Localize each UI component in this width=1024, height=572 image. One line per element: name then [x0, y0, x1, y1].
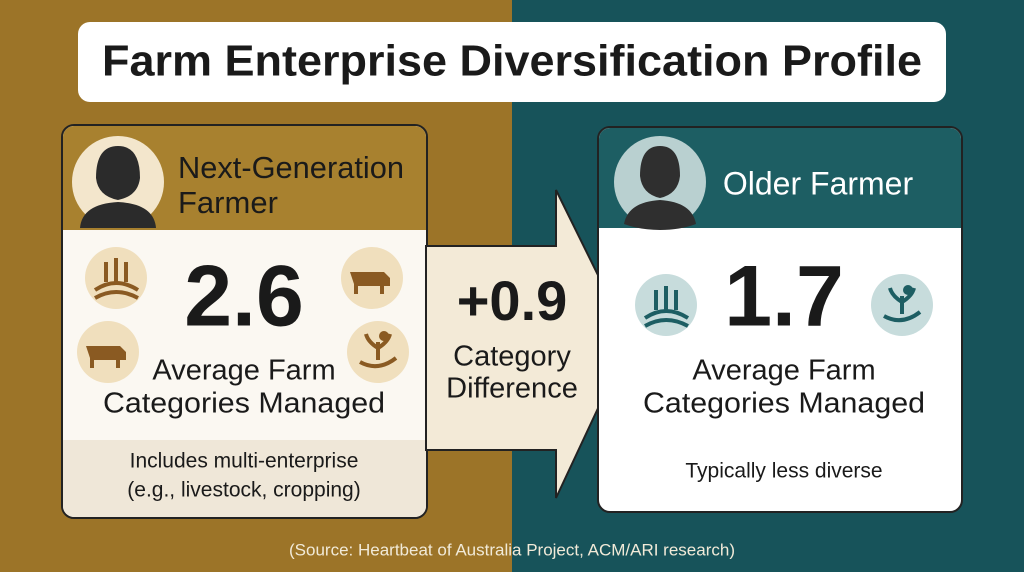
card-label: Average Farm — [152, 355, 335, 387]
card-name: Farmer — [178, 185, 278, 220]
title: Farm Enterprise Diversification Profile — [102, 37, 922, 86]
card-label: Categories Managed — [643, 388, 925, 420]
avatar-figure — [624, 146, 696, 230]
card-note: Typically less diverse — [685, 460, 882, 483]
title-box — [78, 22, 946, 102]
card-value: 1.7 — [724, 249, 844, 345]
avatar-figure — [80, 146, 156, 228]
icons — [635, 274, 933, 336]
card-value: 2.6 — [184, 249, 304, 345]
card-name: Next-Generation — [178, 150, 404, 185]
difference-label: Category — [453, 341, 571, 373]
card-name: Older Farmer — [723, 165, 914, 201]
card-note: Includes multi-enterprise — [130, 450, 359, 473]
difference-value: +0.9 — [457, 269, 568, 332]
left-card-footer — [63, 440, 426, 517]
icons — [77, 247, 409, 383]
difference-label: Difference — [446, 373, 578, 405]
source: (Source: Heartbeat of Australia Project,… — [289, 540, 735, 559]
card-note: (e.g., livestock, cropping) — [127, 479, 360, 502]
difference-arrow — [425, 189, 632, 499]
card-label: Categories Managed — [103, 388, 385, 420]
card-label: Average Farm — [692, 355, 875, 387]
